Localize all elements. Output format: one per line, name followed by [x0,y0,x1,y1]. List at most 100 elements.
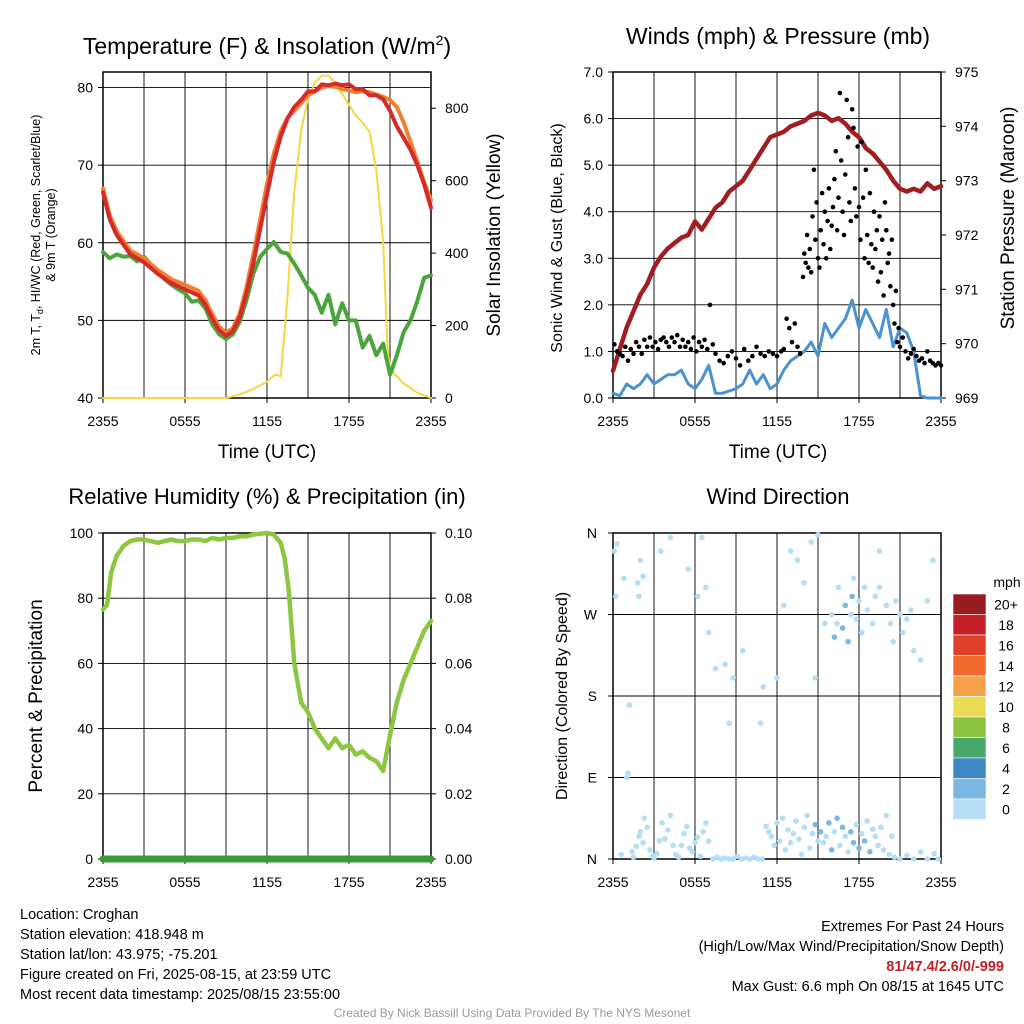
wind-direction-point [839,824,846,831]
legend-label: 20+ [994,596,1018,612]
gust-point [655,346,661,352]
wind-direction-point [634,580,641,586]
gust-point [884,228,889,233]
humidity-x-tick-label: 1755 [333,874,364,890]
wind-direction-point [787,839,794,846]
wind-direction-point [664,827,671,833]
winds-x-tick-label: 1755 [843,413,874,429]
legend-swatch [952,593,987,615]
wind-direction-point [675,854,682,860]
wind-direction-point [658,548,664,554]
humidity-y2-tick-label: 0.10 [445,525,472,541]
gust-point [885,260,890,266]
gust-point [691,335,696,340]
wind-direction-point [899,629,906,636]
humidity-y2-tick-label: 0.02 [445,786,472,802]
gust-point [852,186,858,191]
winds-y2-tick-label: 972 [955,227,979,243]
legend-label: 16 [998,637,1014,653]
wind-direction-point [774,675,780,681]
gust-point [854,214,859,219]
wind-direction-point [790,830,797,837]
wind-direction-point [801,824,808,831]
gust-point [661,335,666,340]
gust-point [741,346,747,352]
wind-direction-point [804,812,810,819]
temperature-x-tick-label: 1755 [333,413,364,429]
gust-point [869,242,874,247]
wind-direction-point [842,602,849,609]
gust-point [895,339,900,345]
wind-direction-point [883,812,890,819]
gust-point [828,246,833,252]
wind-direction-point [678,842,685,849]
wind-direction-point [848,611,854,618]
wind-direction-point [837,842,843,849]
gust-point [874,228,880,233]
wind-direction-point [828,611,835,618]
gust-point [834,228,840,233]
wind-direction-point [782,847,788,853]
gust-point [806,265,811,270]
gust-point [863,167,869,173]
wind-direction-point [637,829,644,835]
wind-direction-point [644,824,650,831]
wind-direction-point [904,616,910,622]
gust-point [843,172,848,177]
pressure-y-axis-label: Station Pressure (Maroon) [998,107,1019,330]
gust-point [817,265,822,270]
wind-direction-point [626,702,633,708]
wind-direction-point [726,720,732,726]
wind-direction-point [636,593,642,600]
humidity-y-tick-label: 80 [77,590,93,606]
wind-direction-point [697,853,704,860]
wind-direction-point [917,657,924,663]
gust-point [829,223,834,228]
wind-direction-point [793,818,799,824]
legend-swatch [952,737,987,759]
wind-direction-point [815,532,821,538]
gust-point [822,209,828,214]
wind-direction-point [904,852,910,859]
wind-direction-point [659,820,665,826]
gust-point [647,335,653,340]
wind-direction-point [880,847,887,853]
winds-x-tick-label: 2355 [597,413,628,429]
wind-direction-point [835,584,842,591]
wind-direction-point [647,847,653,853]
gust-point [844,97,849,103]
wind-direction-point [670,842,676,849]
station-elevation: Station elevation: 418.948 m [20,927,204,943]
wind-direction-point [910,647,917,654]
wind-direction-point [712,666,719,672]
winds-y2-tick-label: 974 [955,118,979,134]
gust-point [636,344,642,350]
wind-direction-point [730,856,737,862]
gust-point [858,237,863,242]
extremes-values: 81/47.4/2.6/0/-999 [886,959,1004,975]
insolation-y-axis-label: Solar Insolation (Yellow) [484,133,505,336]
wind-direction-point [910,856,917,862]
temperature-y-tick-label: 60 [77,235,93,251]
gust-point [758,351,763,357]
wind-direction-point [798,851,805,858]
gust-point [797,351,803,357]
wind-direction-point [845,849,851,855]
temperature-y-tick-label: 80 [77,80,93,96]
wind-direction-point [893,598,899,604]
gust-point [900,335,905,340]
gust-point [729,349,735,354]
gust-point [814,200,819,205]
gust-point [873,246,878,252]
temperature-chart: Temperature (F) & Insolation (W/m2) Time… [29,32,505,463]
gust-point [836,195,841,200]
gust-point [666,344,672,350]
gust-point [770,351,776,357]
wind-direction-point [722,661,728,668]
wind-direction-point [703,584,709,591]
wind-direction-point [611,548,618,554]
gust-point [807,246,813,252]
gust-point [713,351,718,357]
legend-label: 12 [998,678,1014,694]
wind-direction-point [831,634,838,640]
